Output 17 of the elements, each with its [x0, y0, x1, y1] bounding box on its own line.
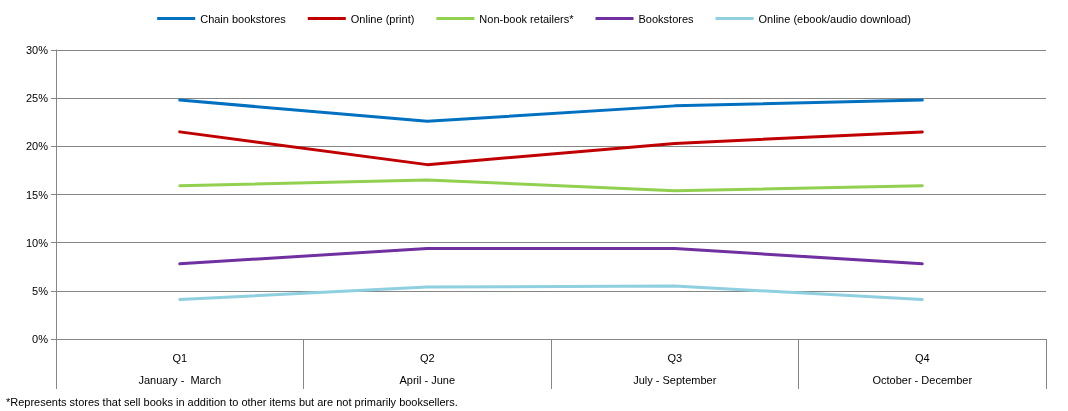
x-tick-label: Q1 January - March: [138, 352, 222, 386]
legend-label: Non-book retailers*: [479, 12, 575, 25]
y-tick-label: 5%: [32, 284, 49, 297]
legend-label: Online (ebook/audio download): [758, 12, 911, 25]
y-tick-label: 20%: [25, 140, 49, 153]
y-tick-label: 10%: [25, 236, 49, 249]
legend-label: Chain bookstores: [200, 12, 287, 25]
legend-label: Bookstores: [638, 12, 695, 25]
x-tick-label: Q4 October - December: [872, 352, 973, 386]
text: *Represents stores that sell books in addition to other items but are not primarily booksellers.: [6, 395, 458, 408]
x-tick-label: Q3 July - September: [633, 352, 717, 386]
y-tick-label: 0%: [32, 333, 49, 345]
y-tick-label: 25%: [25, 92, 49, 105]
legend-label: Online (print): [350, 12, 415, 25]
y-tick-label: 30%: [25, 44, 49, 56]
y-tick-label: 15%: [25, 188, 49, 201]
x-tick-label: Q2 April - June: [399, 352, 456, 386]
